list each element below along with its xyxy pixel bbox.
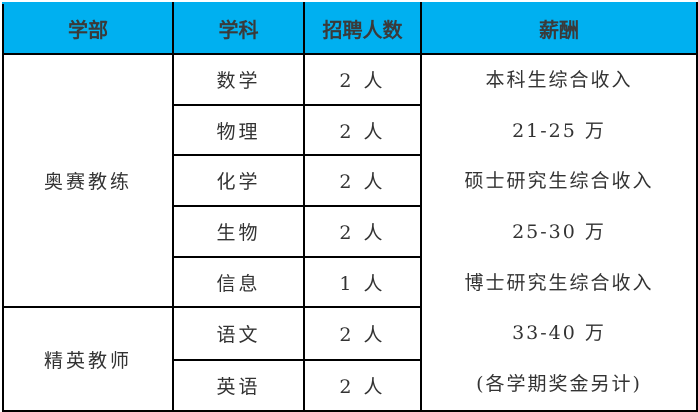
header-count: 招聘人数: [303, 2, 422, 55]
salary-line: (各学期奖金另计): [476, 373, 642, 396]
count-cell: 2 人: [303, 103, 422, 157]
salary-line: 硕士研究生综合收入: [464, 170, 654, 193]
salary-line: 25-30 万: [512, 221, 606, 244]
salary-cell: 本科生综合收入 21-25 万 硕士研究生综合收入 25-30 万 博士研究生综…: [420, 53, 698, 412]
department-cell: 精英教师: [2, 306, 174, 412]
salary-line: 33-40 万: [512, 322, 606, 345]
count-cell: 2 人: [303, 154, 422, 208]
table-row: 信息 1 人: [3, 255, 697, 309]
count-cell: 2 人: [303, 359, 422, 412]
header-department: 学部: [2, 2, 174, 55]
salary-line: 博士研究生综合收入: [464, 271, 654, 294]
header-row: 学部 学科 招聘人数 薪酬: [2, 2, 698, 55]
table-row: 生物 2 人: [3, 205, 697, 258]
count-cell: 2 人: [303, 205, 422, 258]
table-row: 化学 2 人: [3, 154, 697, 208]
header-subject: 学科: [172, 2, 305, 55]
subject-cell: 物理: [172, 103, 305, 157]
subject-cell: 数学: [172, 53, 305, 106]
table-row: 精英教师 语文 2 人: [2, 306, 697, 412]
table-row: 物理 2 人: [3, 103, 697, 157]
subject-cell: 语文: [172, 306, 305, 362]
department-cell: 奥赛教练: [2, 52, 174, 309]
subject-cell: 英语: [172, 359, 305, 412]
subject-cell: 化学: [172, 154, 305, 208]
subject-cell: 生物: [172, 205, 305, 258]
table-row: 奥赛教练 数学 2 人 本科生综合收入 21-25 万 硕士研究生综合收入 25…: [2, 52, 698, 412]
count-cell: 2 人: [303, 306, 422, 362]
subject-cell: 信息: [172, 255, 305, 309]
header-salary: 薪酬: [420, 2, 698, 55]
salary-line: 21-25 万: [512, 119, 606, 142]
salary-line: 本科生综合收入: [485, 69, 633, 91]
table-row: 英语 2 人: [3, 359, 697, 412]
count-cell: 1 人: [303, 255, 422, 309]
count-cell: 2 人: [303, 53, 422, 106]
